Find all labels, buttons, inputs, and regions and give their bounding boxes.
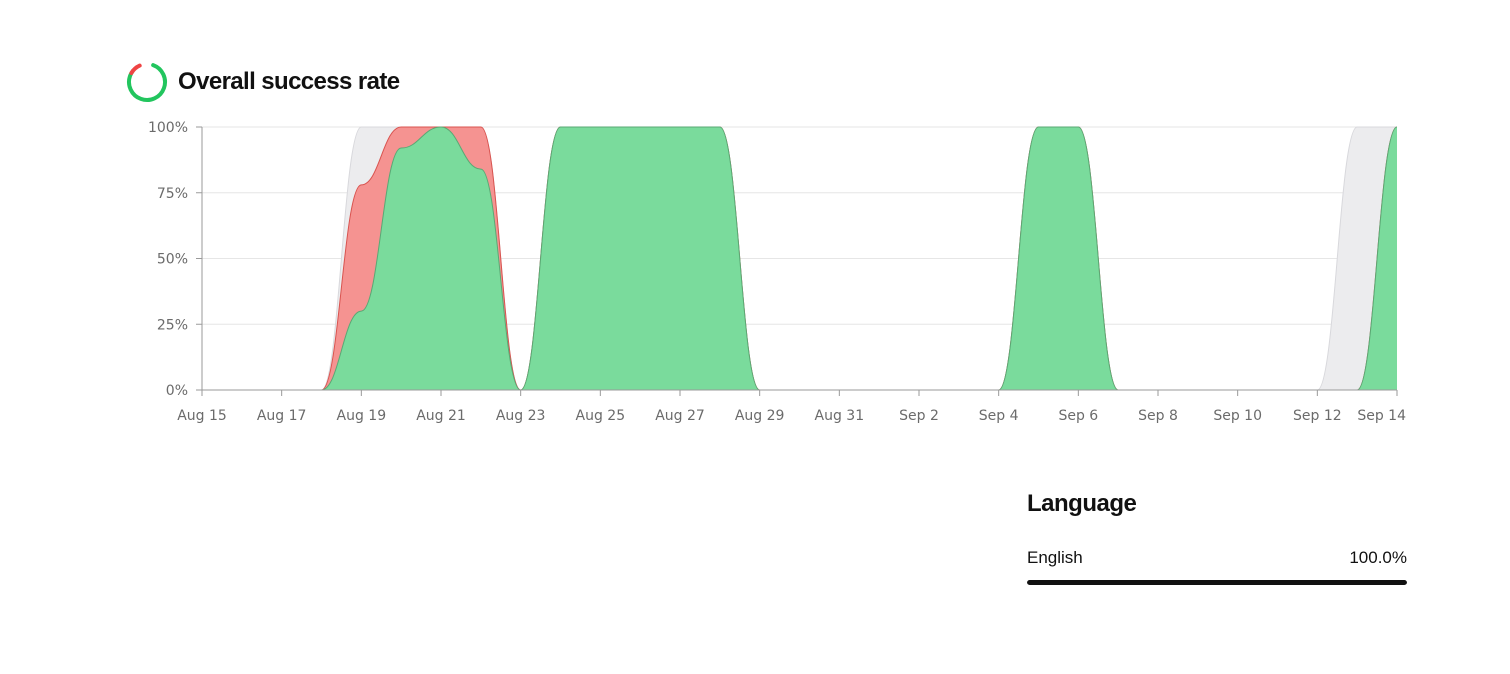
x-tick-label: Sep 2: [899, 408, 939, 424]
x-tick-label: Aug 31: [815, 408, 865, 424]
x-tick-label: Sep 12: [1293, 408, 1342, 424]
x-tick-label: Sep 8: [1138, 408, 1178, 424]
x-tick-label: Sep 6: [1058, 408, 1098, 424]
donut-status-icon: [127, 62, 167, 103]
x-tick-label: Aug 29: [735, 408, 785, 424]
x-tick-label: Aug 19: [337, 408, 387, 424]
language-label: English: [1027, 548, 1083, 567]
y-tick-label: 0%: [166, 383, 188, 399]
axis-layer: 0% 25% 50% 75% 100% Aug 15 Aug 17 Aug 19 Aug 21 A…: [148, 120, 1406, 424]
language-bar-fill: [1027, 580, 1407, 585]
language-value: 100.0%: [1349, 548, 1407, 567]
y-tick-label: 50%: [157, 252, 188, 268]
language-title: Language: [1027, 490, 1137, 517]
x-tick-label: Aug 21: [416, 408, 466, 424]
x-tick-label: Aug 27: [655, 408, 705, 424]
y-tick-label: 25%: [157, 317, 188, 333]
x-tick-label: Sep 4: [979, 408, 1019, 424]
x-tick-label: Aug 15: [177, 408, 227, 424]
x-tick-label: Aug 25: [576, 408, 626, 424]
success-rate-chart: 0% 25% 50% 75% 100% Aug 15 Aug 17 Aug 19 Aug 21 A…: [0, 110, 1510, 440]
x-tick-label: Sep 10: [1213, 408, 1262, 424]
x-tick-label: Sep 14: [1357, 408, 1406, 424]
language-panel: Language English 100.0%: [1027, 490, 1407, 585]
y-tick-label: 100%: [148, 120, 188, 136]
x-tick-label: Aug 23: [496, 408, 546, 424]
chart-header: Overall success rate: [126, 60, 400, 104]
y-tick-label: 75%: [157, 186, 188, 202]
success-area: [202, 127, 1397, 390]
chart-title: Overall success rate: [178, 68, 400, 95]
x-tick-label: Aug 17: [257, 408, 307, 424]
language-bar-track: [1027, 580, 1407, 585]
chart-svg: 0% 25% 50% 75% 100% Aug 15 Aug 17 Aug 19 Aug 21 A…: [148, 120, 1406, 424]
language-row-english: English 100.0%: [1027, 548, 1407, 568]
